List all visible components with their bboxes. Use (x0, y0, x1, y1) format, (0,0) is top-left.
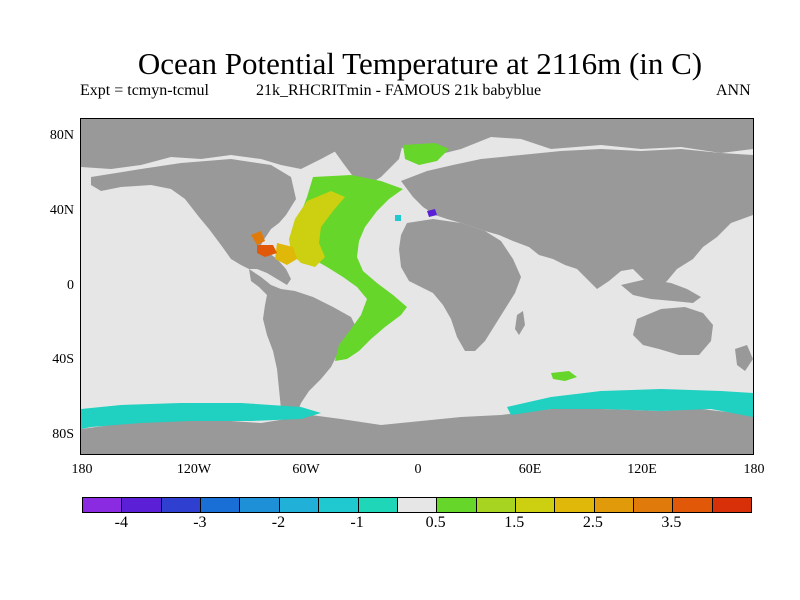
lon-label-0: 0 (414, 462, 422, 477)
colorbar-segment (555, 498, 595, 512)
land-south-america (249, 269, 357, 431)
colorbar-segment (279, 498, 320, 512)
land-madagascar (515, 311, 525, 335)
map-panel (80, 118, 754, 455)
cold-anomaly-southern-ocean-east (507, 389, 753, 417)
colorbar-label: 1.5 (504, 514, 525, 531)
lat-label-80n: 80N (49, 128, 74, 143)
land-africa (399, 219, 521, 351)
land-australia (633, 307, 713, 355)
warm-anomaly-caribbean-hot (257, 245, 277, 257)
colorbar-segment (397, 498, 438, 512)
lat-label-40n: 40N (49, 203, 74, 218)
warm-anomaly-gulf-mexico (251, 231, 265, 245)
lon-label-120e: 120E (627, 462, 657, 477)
land-north-america (91, 159, 296, 285)
colorbar-segment (476, 498, 516, 512)
colorbar-segment (634, 498, 674, 512)
colorbar-label: 0.5 (425, 514, 446, 531)
cold-anomaly-southern-ocean-west (81, 403, 321, 429)
colorbar-label: -1 (350, 514, 364, 531)
colorbar-label: -3 (193, 514, 207, 531)
land-new-zealand (735, 345, 753, 371)
colorbar-segment (201, 498, 241, 512)
lon-label-180e: 180 (743, 462, 765, 477)
lon-label-60w: 60W (292, 462, 320, 477)
cold-anomaly-mediterranean (427, 209, 437, 217)
warm-anomaly-nordic (403, 143, 449, 165)
colorbar-segment (515, 498, 556, 512)
world-map (81, 119, 753, 454)
lat-label-80s: 80S (52, 427, 74, 442)
season-label: ANN (716, 82, 751, 99)
colorbar-segment (83, 498, 123, 512)
land-arctic (81, 119, 753, 169)
colorbar-segment (240, 498, 280, 512)
colorbar-label: 2.5 (582, 514, 603, 531)
colorbar (82, 497, 752, 513)
cold-anomaly-alboran (395, 215, 401, 221)
map-title: Ocean Potential Temperature at 2116m (in… (137, 46, 703, 81)
colorbar-segment (673, 498, 713, 512)
colorbar-label: -2 (271, 514, 286, 531)
colorbar-segment (122, 498, 162, 512)
experiment-label: Expt = tcmyn-tcmul (80, 82, 209, 99)
land-eurasia (401, 149, 753, 291)
land-greenland (331, 133, 403, 187)
colorbar-label: 3.5 (661, 514, 682, 531)
lon-label-180w: 180 (71, 462, 93, 477)
colorbar-segment (358, 498, 398, 512)
experiment-description: 21k_RHCRITmin - FAMOUS 21k babyblue (256, 82, 542, 99)
lon-label-60e: 60E (518, 462, 542, 477)
lon-label-120w: 120W (176, 462, 212, 477)
lat-label-40s: 40S (52, 352, 74, 367)
warm-anomaly-atlantic (299, 175, 407, 361)
colorbar-segment (161, 498, 202, 512)
colorbar-segment (319, 498, 359, 512)
land-antarctica (81, 409, 753, 454)
colorbar-segment (712, 498, 752, 512)
colorbar-segment (594, 498, 635, 512)
colorbar-segment (437, 498, 477, 512)
warm-anomaly-southern-patch (551, 371, 577, 381)
land-indonesia (621, 279, 701, 303)
warm-anomaly-gulf-stream (289, 191, 345, 267)
lat-label-0: 0 (67, 278, 74, 293)
warm-anomaly-caribbean (275, 243, 297, 265)
colorbar-label: -4 (114, 514, 128, 531)
